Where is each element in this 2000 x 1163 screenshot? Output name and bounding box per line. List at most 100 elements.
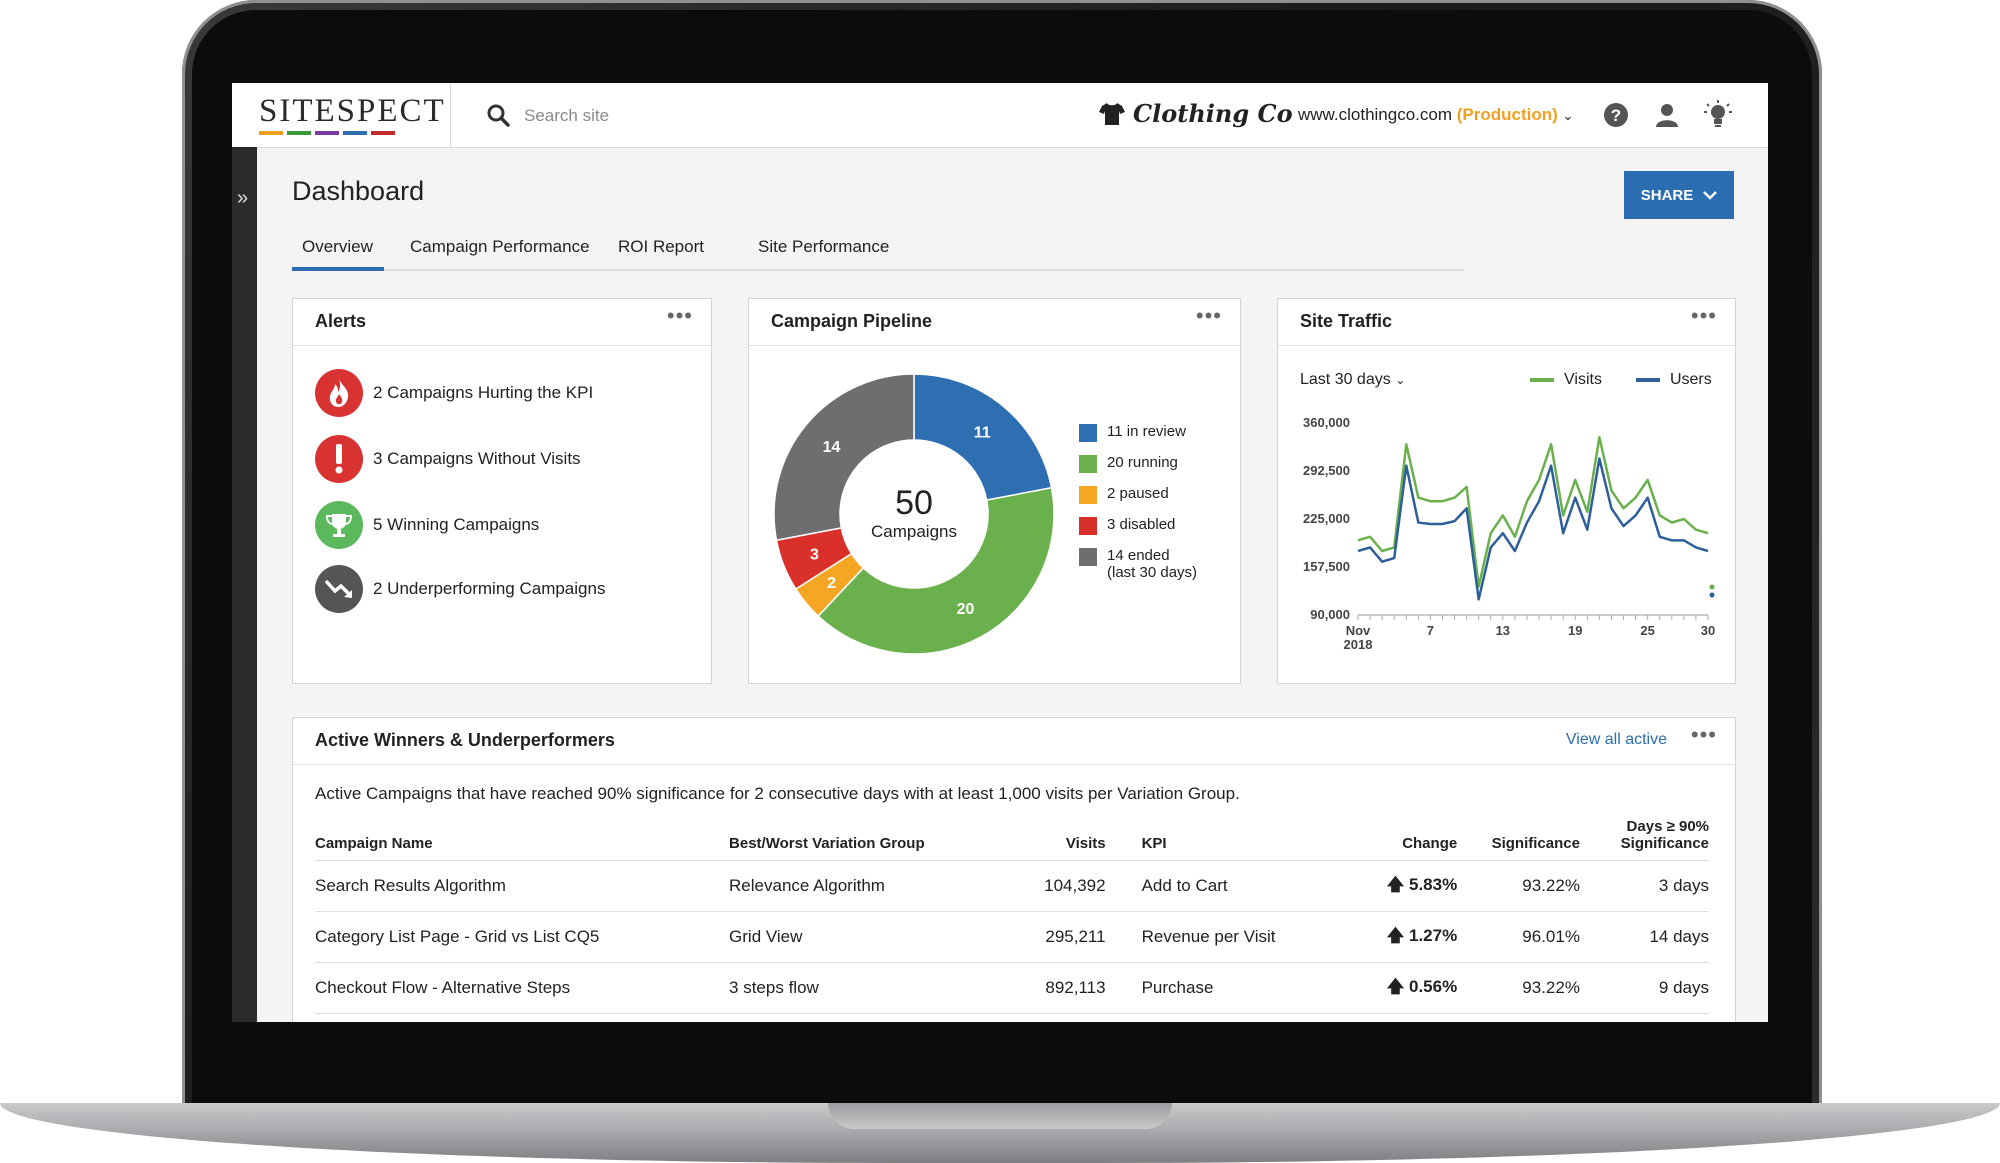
donut-slice-label: 14 [823,439,841,456]
logo[interactable]: SITESPECT [232,83,451,147]
expand-sidebar-icon[interactable]: » [237,187,249,209]
more-options-icon[interactable]: ••• [666,303,693,328]
column-header[interactable]: Significance [1457,818,1580,861]
more-options-icon[interactable]: ••• [1690,303,1717,328]
y-tick-label: 90,000 [1310,607,1350,622]
alert-text: 3 Campaigns Without Visits [373,449,581,468]
donut-slice-ended[interactable] [773,373,915,542]
legend-text: 14 ended [1107,547,1170,564]
column-header[interactable]: Change [1332,818,1458,861]
campaign-name-link[interactable]: Checkout Flow - Alternative Steps [315,962,730,1014]
table-row: Search Results Algorithm Relevance Algor… [315,860,1709,912]
tab-label: Site Performance [758,237,890,256]
share-button-label: SHARE [1640,186,1694,204]
search-icon[interactable] [486,103,510,127]
campaign-name-link[interactable]: Search Results Algorithm [315,860,730,912]
tab-site-performance[interactable]: Site Performance [758,237,889,257]
date-range-select[interactable]: Last 30 days ⌄ [1300,371,1405,389]
tab-campaign-performance[interactable]: Campaign Performance [410,237,590,257]
card-header: Active Winners & Underperformers View al… [293,718,1735,765]
user-icon[interactable] [1652,100,1682,130]
logo-color-bars [259,131,395,135]
change-value: 5.83% [1409,874,1458,894]
donut-slice-in-review[interactable] [913,373,1053,502]
tab-roi-report[interactable]: ROI Report [618,237,704,257]
y-tick-label: 225,000 [1303,511,1350,526]
kpi-cell: Revenue per Visit [1105,911,1333,963]
fire-icon [315,369,363,417]
y-tick-label: 292,500 [1303,463,1350,478]
days-cell: 9 days [1579,962,1709,1014]
help-icon[interactable]: ? [1601,100,1631,130]
tab-label: Campaign Performance [410,237,590,256]
brand-name: Clothing Co [1133,99,1293,128]
logo-text: SITESPECT [259,93,446,129]
x-tick-label: 25 [1640,623,1654,638]
legend-swatch [1079,486,1097,504]
visits-cell: 295,211 [989,911,1106,963]
column-header[interactable]: Visits [989,818,1106,861]
chevron-down-icon: ⌄ [1395,373,1406,387]
trend-down-icon [315,565,363,613]
column-header[interactable]: Campaign Name [315,818,730,861]
change-cell: 🡅 1.27% [1332,911,1458,963]
column-header[interactable]: Best/Worst Variation Group [729,818,990,861]
exclamation-icon [315,435,363,483]
significance-cell: 93.22% [1457,860,1580,912]
chart-scroll-dot [1709,584,1715,590]
left-rail: » [232,147,257,1022]
change-cell: 🡅 0.56% [1332,962,1458,1014]
campaign-name-link[interactable]: Category List Page - Grid vs List CQ5 [315,911,730,963]
column-header[interactable]: Days ≥ 90% Significance [1579,818,1709,861]
search-input[interactable] [522,101,826,131]
tab-overview[interactable]: Overview [302,237,373,257]
variation-group-cell: Relevance Algorithm [729,860,990,912]
lightbulb-icon[interactable] [1703,100,1733,130]
date-range-label: Last 30 days [1300,371,1391,388]
alert-item[interactable]: 5 Winning Campaigns [315,501,539,549]
card-header: Alerts ••• [293,299,711,346]
visits-legend-swatch [1530,378,1554,382]
site-traffic-card: Site Traffic ••• Last 30 days ⌄ Visits U… [1277,298,1736,684]
alert-text: 2 Campaigns Hurting the KPI [373,383,594,402]
laptop-notch [828,1103,1172,1129]
variation-group-cell: 3 steps flow [729,962,990,1014]
alert-text: 2 Underperforming Campaigns [373,579,606,598]
site-selector[interactable]: www.clothingco.com (Production) ⌄ [1298,105,1573,125]
donut-slice-label: 2 [827,575,836,592]
series-line-users[interactable] [1357,457,1709,601]
winners-description: Active Campaigns that have reached 90% s… [315,784,1240,803]
change-value: 1.27% [1409,925,1458,945]
visits-cell: 892,113 [989,962,1106,1014]
tshirt-icon [1099,102,1125,125]
more-options-icon[interactable]: ••• [1690,722,1717,747]
series-line-visits[interactable] [1357,435,1709,588]
legend-swatch [1079,548,1097,566]
logo-bar [315,131,339,135]
x-tick-label: 19 [1568,623,1582,638]
pipeline-title: Campaign Pipeline [771,311,933,331]
legend-swatch [1079,424,1097,442]
column-header[interactable]: KPI [1105,818,1333,861]
legend-item: 20 running [1079,454,1178,473]
visits-legend-text: Visits [1564,371,1602,388]
view-all-active-link[interactable]: View all active [1565,731,1667,748]
winners-title: Active Winners & Underperformers [315,730,615,750]
pipeline-donut-chart: 11 20 23 14 50 Campaigns [773,373,1055,655]
arrow-up-icon: 🡅 [1386,925,1405,945]
alert-item[interactable]: 2 Underperforming Campaigns [315,565,605,613]
more-options-icon[interactable]: ••• [1195,303,1222,328]
logo-bar [259,131,283,135]
y-tick-label: 360,000 [1303,415,1350,430]
alerts-card: Alerts ••• 2 Campaigns Hurting the KPI 3… [292,298,712,684]
table-header-row: Campaign Name Best/Worst Variation Group… [315,818,1709,861]
donut-slice-running[interactable] [817,486,1055,655]
legend-subtext: (last 30 days) [1107,564,1198,581]
visits-cell: 104,392 [989,860,1106,912]
alert-item[interactable]: 3 Campaigns Without Visits [315,435,581,483]
variation-group-cell: Grid View [729,911,990,963]
alert-item[interactable]: 2 Campaigns Hurting the KPI [315,369,593,417]
svg-text:?: ? [1611,106,1621,125]
share-button[interactable]: SHARE [1624,171,1734,219]
donut-slice-label: 3 [810,546,819,563]
